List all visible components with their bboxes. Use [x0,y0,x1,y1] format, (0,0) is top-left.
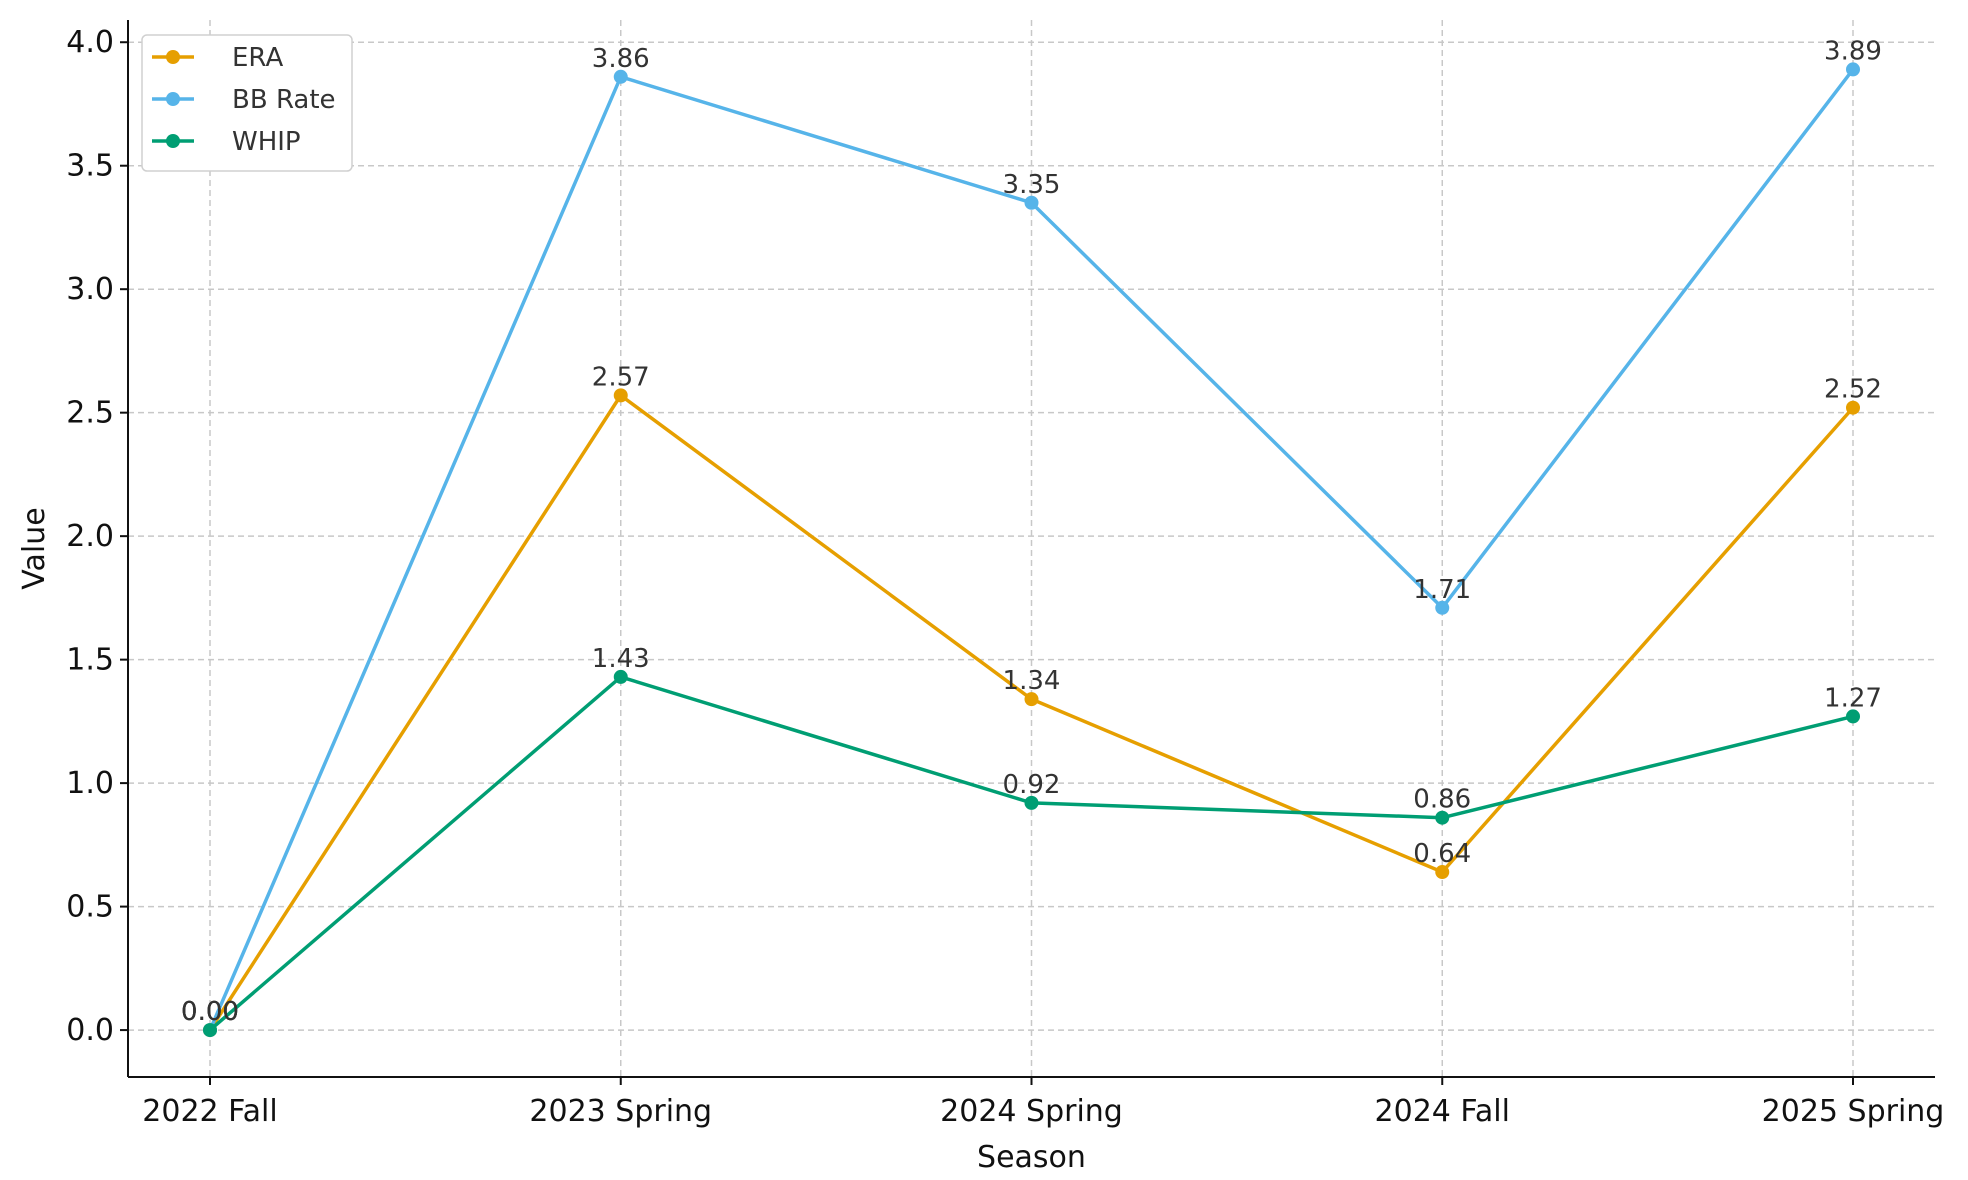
data-point [613,669,628,684]
data-point [203,1023,217,1038]
legend-label: BB Rate [232,85,336,115]
data-point [1435,865,1450,880]
data-point [1846,62,1860,77]
x-tick-label: 2023 Spring [529,1094,712,1129]
y-tick-label: 0.0 [66,1013,114,1048]
data-label: 0.92 [1003,770,1061,800]
x-tick-label: 2022 Fall [142,1094,277,1129]
data-point [613,69,628,84]
data-label: 0.00 [181,997,239,1027]
data-label: 0.64 [1413,839,1471,869]
y-tick-label: 0.5 [66,890,114,925]
x-tick-label: 2024 Fall [1375,1094,1510,1129]
data-label: 3.89 [1824,36,1882,66]
data-point [1024,795,1039,810]
y-tick-label: 2.0 [66,519,114,554]
data-label: 1.34 [1003,666,1061,696]
x-tick-label: 2024 Spring [940,1094,1123,1129]
grid [128,20,1935,1077]
y-axis-title: Value [17,507,52,589]
x-tick-label: 2025 Spring [1762,1094,1945,1129]
legend-label: ERA [232,43,283,73]
series-lines [203,62,1860,1038]
data-point [613,388,628,403]
legend-label: WHIP [232,127,301,157]
data-point [1846,400,1860,415]
data-label: 3.86 [592,44,650,74]
legend-marker [166,134,180,148]
legend-box [141,34,353,172]
x-axis-title: Season [977,1140,1086,1175]
y-tick-label: 2.5 [66,396,114,431]
tick-labels: 0.0 0.5 1.0 1.5 2.0 2.5 3.0 3.5 4.0 2022 Fall 2023… [66,25,1944,1129]
data-point [1435,810,1450,825]
data-label: 0.00 [181,997,239,1027]
data-label: 0.00 [181,997,239,1027]
legend-marker [166,92,180,106]
legend-marker [166,50,180,64]
data-point [1435,600,1450,615]
data-label: 1.27 [1824,683,1882,713]
data-label: 2.57 [592,362,650,392]
data-point [1846,709,1860,724]
y-tick-label: 1.5 [66,643,114,678]
y-tick-label: 4.0 [66,25,114,60]
y-tick-label: 3.0 [66,272,114,307]
legend: ERA BB Rate WHIP [141,34,353,172]
data-point [1024,692,1039,707]
data-labels: 0.002.571.340.642.520.003.863.351.713.89… [181,36,1882,1027]
y-tick-label: 3.5 [66,149,114,184]
data-label: 0.86 [1413,785,1471,815]
data-point [1024,195,1039,210]
data-label: 2.52 [1824,375,1882,405]
data-label: 3.35 [1003,170,1061,200]
y-tick-label: 1.0 [66,766,114,801]
data-label: 1.43 [592,644,650,674]
data-label: 1.71 [1413,575,1471,605]
